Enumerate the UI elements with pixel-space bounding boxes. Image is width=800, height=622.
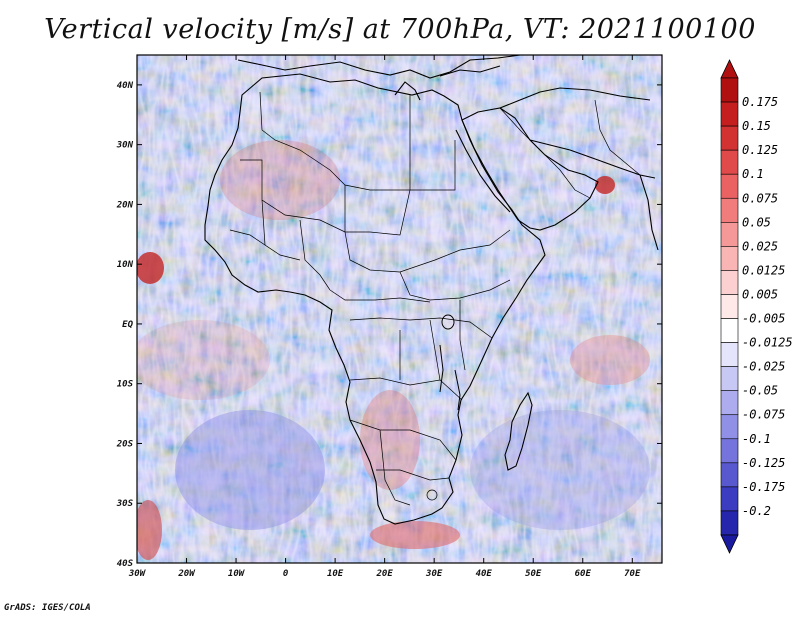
colorbar-label: -0.025 xyxy=(742,360,785,374)
colorbar-swatch xyxy=(720,246,739,271)
lon-tick-label: 30E xyxy=(425,569,443,579)
colorbar-swatch xyxy=(720,101,739,127)
colorbar-swatch xyxy=(720,197,739,223)
colorbar-swatch xyxy=(720,342,739,367)
colorbar: 0.175 0.15 0.125 0.1 0.075 0.05 0.025 0.0125 0.0… xyxy=(720,59,793,554)
lon-tick-label: 0 xyxy=(283,569,289,579)
lat-tick-label: 30S xyxy=(116,499,134,509)
colorbar-label: 0.075 xyxy=(742,191,778,205)
lon-tick-label: 40E xyxy=(476,569,493,579)
colorbar-swatch xyxy=(720,486,739,512)
colorbar-swatch xyxy=(720,438,739,464)
colorbar-swatch xyxy=(720,462,739,488)
colorbar-swatch xyxy=(720,414,739,440)
grads-credit: GrADS: IGES/COLA xyxy=(4,603,91,613)
colorbar-swatch xyxy=(720,149,739,175)
lon-tick-label: 70E xyxy=(624,569,641,579)
colorbar-swatch xyxy=(720,77,739,103)
longitude-axis: 30W 20W 10W 0 10E 20E 30E 40E 50E 60E 70E xyxy=(128,55,641,579)
lon-tick-label: 60E xyxy=(575,569,592,579)
plot-frame xyxy=(136,54,663,564)
colorbar-label: 0.15 xyxy=(742,119,771,133)
colorbar-label: 0.025 xyxy=(742,239,778,253)
lat-tick-label: 30N xyxy=(116,141,134,151)
colorbar-label: -0.125 xyxy=(742,456,785,470)
lakes xyxy=(439,314,461,411)
coastlines xyxy=(204,55,659,525)
lat-tick-label: 10N xyxy=(117,260,134,270)
colorbar-label: 0.05 xyxy=(742,215,771,229)
lat-tick-label: EQ xyxy=(122,320,133,330)
colorbar-swatch xyxy=(720,318,739,343)
colorbar-swatch xyxy=(720,510,739,536)
colorbar-swatch xyxy=(720,270,739,295)
colorbar-label: 0.1 xyxy=(742,167,764,181)
map-title: Vertical velocity [m/s] at 700hPa, VT: 2… xyxy=(44,14,756,45)
lat-tick-label: 40N xyxy=(117,81,134,91)
velocity-field xyxy=(137,55,662,563)
lat-tick-label: 40S xyxy=(117,559,134,569)
colorbar-label: -0.005 xyxy=(742,312,785,326)
colorbar-label: -0.05 xyxy=(742,384,778,398)
colorbar-label: -0.0125 xyxy=(742,336,793,350)
colorbar-swatch xyxy=(720,294,739,319)
colorbar-swatch xyxy=(720,222,739,247)
colorbar-label: -0.2 xyxy=(742,504,771,518)
latitude-axis: 40N 30N 20N 10N EQ 10S 20S 30S 40S xyxy=(116,81,662,569)
tropical-low-west xyxy=(137,252,164,284)
colorbar-swatch xyxy=(720,125,739,151)
lon-tick-label: 20W xyxy=(177,569,196,579)
colorbar-swatch xyxy=(720,390,739,416)
lat-tick-label: 20N xyxy=(116,200,134,210)
lon-tick-label: 30W xyxy=(128,569,147,579)
lat-tick-label: 10S xyxy=(117,380,134,390)
colorbar-label: -0.1 xyxy=(742,432,771,446)
lon-tick-label: 50E xyxy=(525,569,542,579)
lat-tick-label: 20S xyxy=(116,439,134,449)
colorbar-top-arrow xyxy=(720,59,739,79)
colorbar-label: 0.005 xyxy=(742,287,778,301)
country-borders xyxy=(229,91,641,506)
lon-tick-label: 10E xyxy=(327,569,344,579)
colorbar-label: 0.125 xyxy=(742,143,778,157)
lon-tick-label: 10W xyxy=(228,569,246,579)
colorbar-label: -0.175 xyxy=(742,480,785,494)
lon-tick-label: 20E xyxy=(376,569,394,579)
colorbar-label: 0.175 xyxy=(742,95,778,109)
colorbar-label: 0.0125 xyxy=(742,263,785,277)
colorbar-swatch xyxy=(720,366,739,391)
arabian-sea-low xyxy=(595,176,615,194)
colorbar-label: -0.075 xyxy=(742,408,785,422)
colorbar-swatch xyxy=(720,173,739,199)
colorbar-bottom-arrow xyxy=(720,534,739,554)
